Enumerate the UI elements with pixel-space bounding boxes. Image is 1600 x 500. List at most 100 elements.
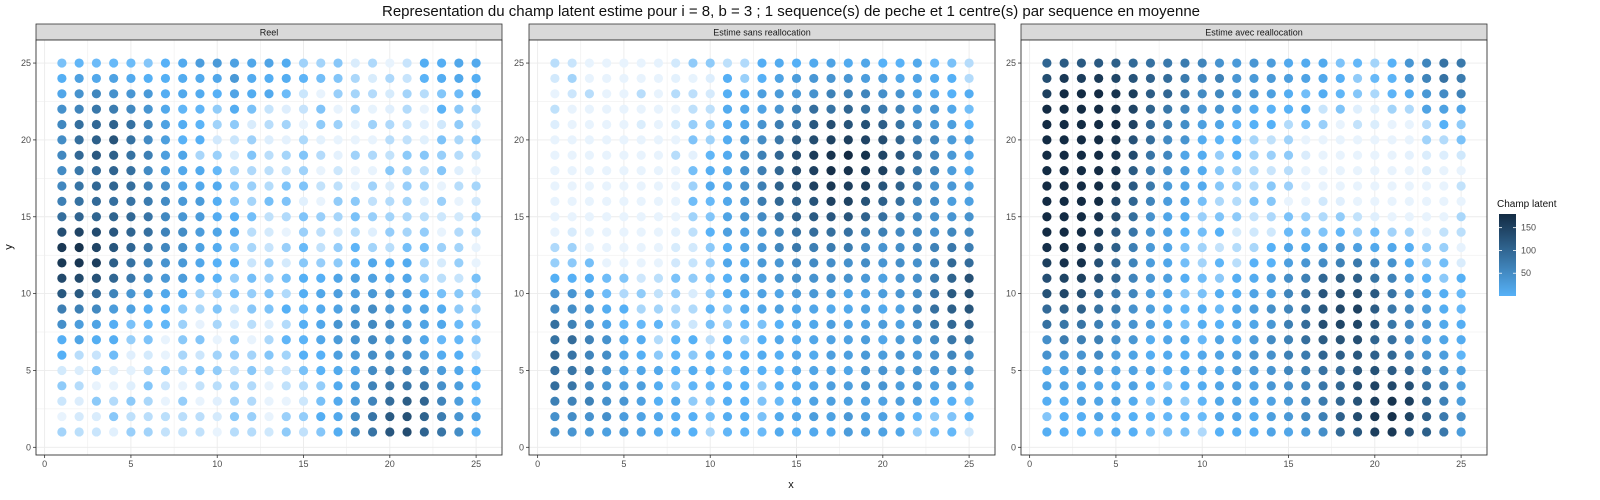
data-point [1111, 135, 1121, 145]
data-point [1456, 227, 1466, 237]
data-point [1076, 304, 1087, 314]
data-point [602, 119, 612, 130]
data-point [1180, 411, 1190, 422]
data-point [1094, 365, 1104, 376]
data-point [843, 58, 853, 68]
data-point [584, 289, 595, 299]
data-point [91, 166, 102, 176]
data-point [567, 242, 577, 253]
data-point [895, 258, 905, 268]
data-point [826, 411, 836, 422]
data-point [264, 73, 274, 84]
data-point [809, 58, 819, 68]
data-point [1163, 73, 1173, 84]
data-point [385, 89, 395, 99]
data-point [895, 119, 905, 130]
data-point [126, 227, 136, 237]
data-point [567, 104, 577, 114]
x-tick-label: 0 [535, 459, 540, 469]
data-point [1352, 150, 1363, 160]
data-point [229, 89, 240, 99]
data-point [419, 73, 429, 84]
data-point [1042, 166, 1052, 176]
data-point [1439, 58, 1449, 68]
data-point [298, 227, 309, 237]
data-point [791, 396, 802, 406]
data-point [878, 212, 888, 222]
data-point [550, 335, 560, 345]
data-point [1094, 335, 1104, 345]
data-point [1421, 135, 1432, 145]
data-point [471, 427, 481, 437]
data-point [912, 196, 922, 206]
data-point [619, 196, 629, 206]
data-point [212, 319, 222, 329]
data-point [143, 289, 153, 299]
data-point [636, 119, 646, 130]
data-point [316, 166, 326, 176]
data-point [1456, 58, 1466, 68]
data-point [91, 396, 102, 406]
data-point [791, 150, 802, 160]
data-point [1439, 335, 1449, 345]
data-point [212, 411, 222, 422]
data-point [1232, 119, 1242, 130]
data-point [74, 135, 84, 145]
data-point [333, 304, 343, 314]
data-point [860, 381, 871, 391]
data-point [636, 258, 646, 268]
data-point [471, 304, 481, 314]
data-point [1232, 289, 1242, 299]
data-point [229, 350, 240, 360]
data-point [143, 212, 153, 222]
data-point [1163, 227, 1173, 237]
data-point [774, 335, 784, 345]
data-point [247, 289, 257, 299]
data-point [454, 119, 464, 130]
data-point [160, 242, 171, 253]
data-point [705, 319, 715, 329]
data-point [1387, 227, 1397, 237]
data-point [1352, 427, 1363, 437]
data-point [281, 319, 291, 329]
data-point [298, 58, 309, 68]
data-point [1370, 89, 1380, 99]
data-point [57, 289, 67, 299]
data-point [964, 350, 974, 360]
data-point [636, 289, 646, 299]
data-point [333, 365, 343, 376]
data-point [350, 350, 360, 360]
data-point [350, 365, 360, 376]
data-point [636, 166, 646, 176]
data-point [584, 104, 595, 114]
data-point [350, 135, 360, 145]
data-point [1249, 396, 1259, 406]
data-point [298, 258, 309, 268]
data-point [929, 166, 940, 176]
data-point [1197, 411, 1207, 422]
data-point [895, 335, 905, 345]
data-point [757, 73, 767, 84]
data-point [1249, 212, 1259, 222]
data-point [74, 411, 84, 422]
data-point [367, 365, 378, 376]
data-point [109, 150, 119, 160]
data-point [298, 166, 309, 176]
data-point [947, 335, 957, 345]
data-point [1352, 89, 1363, 99]
data-point [1128, 135, 1138, 145]
data-point [1197, 58, 1207, 68]
data-point [419, 242, 429, 253]
data-point [160, 304, 171, 314]
data-point [160, 104, 171, 114]
x-tick-label: 15 [792, 459, 802, 469]
data-point [436, 350, 447, 360]
data-point [584, 119, 595, 130]
data-point [860, 365, 871, 376]
data-point [929, 135, 940, 145]
data-point [247, 150, 257, 160]
data-point [471, 411, 481, 422]
data-point [178, 227, 188, 237]
legend-tick-label: 50 [1521, 268, 1531, 278]
data-point [1249, 273, 1259, 283]
